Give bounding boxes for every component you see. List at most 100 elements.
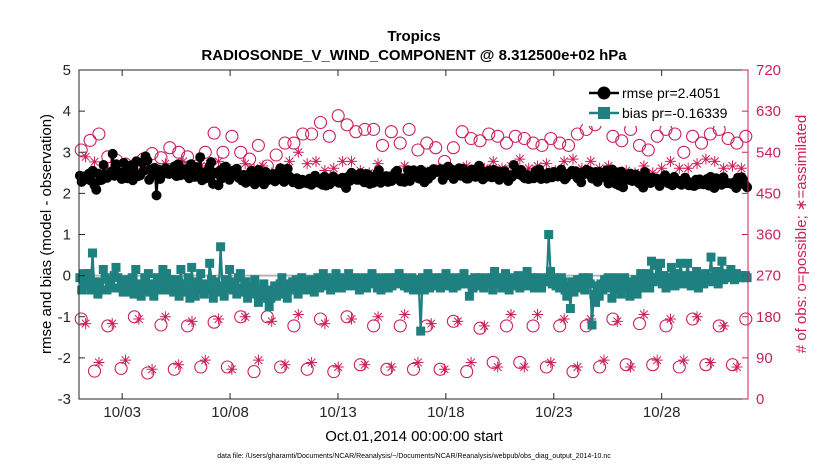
bias-point bbox=[253, 297, 263, 307]
obs-possible-point bbox=[486, 355, 500, 369]
obs-assimilated-point bbox=[673, 162, 685, 174]
obs-possible-point bbox=[566, 365, 580, 379]
bias-point bbox=[693, 283, 703, 293]
obs-assimilated-point bbox=[691, 311, 703, 323]
obs-possible-point bbox=[641, 143, 655, 157]
obs-possible-point bbox=[375, 138, 390, 152]
obs-assimilated-point bbox=[159, 311, 171, 323]
bias-point bbox=[201, 279, 211, 289]
bias-point bbox=[488, 285, 498, 295]
bias-point bbox=[679, 279, 689, 289]
bias-point bbox=[241, 277, 251, 287]
obs-assimilated-point bbox=[700, 153, 712, 165]
bias-point bbox=[113, 273, 123, 283]
obs-possible-point bbox=[553, 136, 567, 150]
bias-point bbox=[455, 279, 465, 289]
bias-point bbox=[607, 293, 617, 303]
x-axis-label: Oct.01,2014 00:00:00 start bbox=[325, 428, 503, 445]
bias-point bbox=[674, 277, 684, 287]
obs-possible-point bbox=[526, 319, 540, 333]
bias-point bbox=[421, 277, 431, 287]
obs-assimilated-point bbox=[372, 158, 384, 170]
bias-point bbox=[683, 258, 693, 268]
obs-assimilated-point bbox=[399, 160, 411, 172]
bias-point bbox=[192, 277, 202, 287]
bias-point bbox=[603, 273, 613, 283]
obs-possible-point bbox=[526, 136, 540, 150]
obs-possible-point bbox=[473, 134, 487, 148]
obs-assimilated-point bbox=[558, 155, 570, 167]
rmse-point bbox=[91, 184, 102, 195]
obs-possible-point bbox=[207, 315, 221, 329]
obs-possible-point bbox=[570, 127, 584, 141]
obs-assimilated-point bbox=[345, 155, 357, 167]
obs-assimilated-point bbox=[735, 162, 747, 174]
bias-point bbox=[248, 281, 258, 291]
obs-possible-point bbox=[163, 141, 177, 155]
obs-assimilated-point bbox=[146, 363, 158, 375]
obs-possible-point bbox=[446, 141, 460, 155]
obs-possible-point bbox=[725, 358, 740, 372]
y-tick-label-left: 4 bbox=[63, 103, 71, 120]
bias-point bbox=[414, 283, 424, 293]
bias-point bbox=[183, 273, 193, 283]
bias-point bbox=[225, 265, 235, 274]
bias-point bbox=[533, 273, 543, 283]
obs-possible-point bbox=[393, 136, 407, 150]
y-tick-label-right: 540 bbox=[756, 144, 781, 161]
obs-assimilated-point bbox=[731, 361, 743, 373]
obs-possible-point bbox=[83, 133, 97, 147]
bias-point bbox=[107, 283, 117, 293]
y-tick-label-right: 720 bbox=[756, 62, 781, 79]
obs-assimilated-point bbox=[80, 151, 92, 163]
x-tick-label: 10/08 bbox=[211, 404, 249, 421]
obs-assimilated-point bbox=[120, 354, 132, 366]
y-tick-label-right: 0 bbox=[756, 391, 764, 408]
bias-point bbox=[376, 285, 386, 295]
obs-assimilated-point bbox=[252, 354, 264, 366]
rmse-point bbox=[742, 182, 753, 193]
obs-possible-point bbox=[296, 127, 310, 141]
bias-point bbox=[589, 289, 599, 299]
series-obs-lower bbox=[74, 308, 753, 380]
obs-possible-point bbox=[300, 362, 314, 376]
series-layer bbox=[74, 109, 753, 380]
obs-assimilated-point bbox=[611, 315, 623, 327]
obs-assimilated-point bbox=[704, 356, 716, 368]
rmse-point bbox=[282, 163, 293, 174]
obs-possible-point bbox=[646, 358, 660, 372]
obs-assimilated-point bbox=[518, 361, 530, 373]
x-tick-label: 10/13 bbox=[319, 404, 357, 421]
obs-assimilated-point bbox=[585, 155, 597, 167]
bias-point bbox=[196, 269, 206, 279]
bias-point bbox=[717, 256, 727, 266]
bias-point bbox=[127, 273, 137, 283]
obs-possible-point bbox=[553, 319, 567, 333]
bias-point bbox=[317, 275, 326, 285]
bias-point bbox=[524, 281, 534, 291]
obs-possible-point bbox=[593, 360, 607, 374]
bias-point bbox=[668, 275, 678, 285]
obs-assimilated-point bbox=[664, 313, 676, 325]
bias-point bbox=[97, 285, 106, 295]
legend: rmse pr=2.4051 bias pr=-0.16339 bbox=[583, 80, 741, 126]
bias-point bbox=[180, 287, 189, 297]
bias-point bbox=[133, 285, 143, 295]
bias-point bbox=[259, 279, 269, 289]
y-tick-label-left: -1 bbox=[58, 309, 71, 326]
bias-point bbox=[659, 271, 669, 281]
bias-point bbox=[84, 275, 94, 285]
chart-subtitle: RADIOSONDE_V_WIND_COMPONENT @ 8.312500e+… bbox=[201, 47, 627, 64]
rmse-point bbox=[191, 162, 202, 173]
bias-point bbox=[203, 285, 213, 295]
y-axis-label-right: # of obs: o=possible; ∗=assimilated bbox=[793, 115, 810, 354]
bias-point bbox=[632, 289, 642, 299]
bias-point bbox=[152, 273, 162, 283]
bias-point bbox=[327, 275, 337, 285]
bias-point bbox=[537, 283, 546, 293]
obs-possible-point bbox=[180, 319, 195, 333]
obs-assimilated-point bbox=[523, 162, 535, 174]
bias-point bbox=[275, 279, 285, 289]
obs-possible-point bbox=[305, 127, 319, 141]
bias-point bbox=[223, 283, 233, 293]
